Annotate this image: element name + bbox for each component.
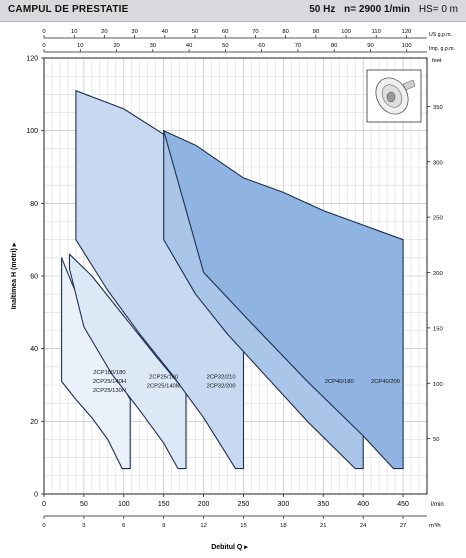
y-tick-label: 40 bbox=[30, 346, 38, 353]
top-axis-tick-label: 50 bbox=[222, 43, 228, 49]
top-axis-unit-label: US g.p.m. bbox=[429, 32, 452, 38]
x-tick-label: 350 bbox=[317, 501, 329, 508]
x-tick-label: 250 bbox=[238, 501, 250, 508]
x2-tick-label: 6 bbox=[122, 523, 125, 529]
x-tick-label: 0 bbox=[42, 501, 46, 508]
top-axis-tick-label: 20 bbox=[101, 29, 107, 35]
region-label: 2CP25/140M bbox=[147, 384, 181, 390]
x2-tick-label: 3 bbox=[82, 523, 85, 529]
x-tick-label: 200 bbox=[198, 501, 210, 508]
y-tick-label: 80 bbox=[30, 201, 38, 208]
top-axis-tick-label: 90 bbox=[367, 43, 373, 49]
region-label: 2CP40/180 bbox=[325, 379, 354, 385]
y2-tick-label: 150 bbox=[433, 326, 443, 332]
x2-tick-label: 21 bbox=[320, 523, 326, 529]
region-label: 2CP25/130N bbox=[93, 388, 126, 394]
top-axis-tick-label: 10 bbox=[77, 43, 83, 49]
chart-header: CAMPUL DE PRESTATIE 50 Hz n= 2900 1/min … bbox=[0, 0, 466, 22]
y2-unit-label: feet bbox=[432, 58, 442, 64]
top-axis-tick-label: 30 bbox=[131, 29, 137, 35]
suction-head-label: HS= 0 m bbox=[418, 4, 458, 15]
y-tick-label: 120 bbox=[26, 56, 38, 63]
top-axis-tick-label: 50 bbox=[192, 29, 198, 35]
x-unit-lmin: l/min bbox=[431, 502, 444, 508]
top-axis-tick-label: 120 bbox=[402, 29, 412, 35]
top-axis-tick-label: 90 bbox=[313, 29, 319, 35]
x-unit-m3h: m³/h bbox=[429, 523, 441, 529]
y2-tick-label: 300 bbox=[433, 160, 443, 166]
pump-region-2 bbox=[68, 253, 187, 470]
top-axis-tick-label: 60 bbox=[222, 29, 228, 35]
speed-label: n= 2900 1/min bbox=[344, 4, 411, 15]
y2-tick-label: 200 bbox=[433, 271, 443, 277]
x2-tick-label: 27 bbox=[400, 523, 406, 529]
top-axis-tick-label: 60 bbox=[258, 43, 264, 49]
y-tick-label: 20 bbox=[30, 419, 38, 426]
pump-region-5 bbox=[163, 130, 404, 470]
top-axis-tick-label: 40 bbox=[162, 29, 168, 35]
region-label: 2CP25/160 bbox=[149, 375, 178, 381]
top-axis-tick-label: 20 bbox=[113, 43, 119, 49]
x2-tick-label: 15 bbox=[240, 523, 246, 529]
x2-tick-label: 9 bbox=[162, 523, 165, 529]
top-axis-tick-label: 80 bbox=[282, 29, 288, 35]
top-axis-tick-label: 80 bbox=[331, 43, 337, 49]
top-axis-tick-label: 10 bbox=[71, 29, 77, 35]
pump-impeller-icon bbox=[366, 69, 422, 123]
top-axis-tick-label: 70 bbox=[252, 29, 258, 35]
region-label: 2CP40/200 bbox=[371, 379, 400, 385]
region-label: 2CP32/200 bbox=[207, 384, 236, 390]
top-axis-tick-label: 100 bbox=[341, 29, 351, 35]
y2-tick-label: 100 bbox=[433, 382, 443, 388]
y2-tick-label: 50 bbox=[433, 437, 439, 443]
frequency-label: 50 Hz bbox=[309, 4, 336, 15]
top-axis-tick-label: 0 bbox=[42, 43, 45, 49]
x-tick-label: 300 bbox=[278, 501, 290, 508]
x2-tick-label: 0 bbox=[42, 523, 45, 529]
region-label: 2CP32/210 bbox=[207, 375, 236, 381]
x-tick-label: 150 bbox=[158, 501, 170, 508]
y-tick-label: 60 bbox=[30, 274, 38, 281]
y2-tick-label: 350 bbox=[433, 105, 443, 111]
y2-tick-label: 250 bbox=[433, 216, 443, 222]
top-axis-tick-label: 30 bbox=[150, 43, 156, 49]
chart-title: CAMPUL DE PRESTATIE bbox=[8, 4, 129, 15]
top-axis-unit-label: Imp. g.p.m. bbox=[429, 46, 455, 52]
top-axis-tick-label: 110 bbox=[372, 29, 381, 35]
top-axis-tick-label: 40 bbox=[186, 43, 192, 49]
y-axis-label: Inaltimea H (metri) ▸ bbox=[11, 242, 18, 309]
y-tick-label: 100 bbox=[26, 128, 38, 135]
y-tick-label: 0 bbox=[34, 492, 38, 499]
header-specs: 50 Hz n= 2900 1/min HS= 0 m bbox=[303, 4, 458, 15]
x2-tick-label: 24 bbox=[360, 523, 367, 529]
top-axis-tick-label: 100 bbox=[402, 43, 412, 49]
pump-region-1 bbox=[61, 257, 131, 470]
top-axis-tick-label: 0 bbox=[42, 29, 45, 35]
x-tick-label: 100 bbox=[118, 501, 130, 508]
x2-tick-label: 12 bbox=[200, 523, 206, 529]
top-axis-tick-label: 70 bbox=[295, 43, 301, 49]
region-label: 2CP180/180 bbox=[93, 370, 125, 376]
region-label: 2CP25/140H bbox=[93, 379, 126, 385]
x-axis-label: Debitul Q ▸ bbox=[211, 544, 248, 551]
x-tick-label: 50 bbox=[80, 501, 88, 508]
x-tick-label: 400 bbox=[357, 501, 369, 508]
x2-tick-label: 18 bbox=[280, 523, 286, 529]
x-tick-label: 450 bbox=[397, 501, 409, 508]
